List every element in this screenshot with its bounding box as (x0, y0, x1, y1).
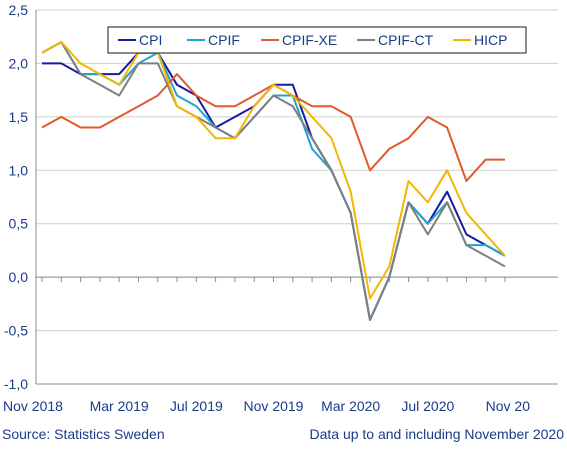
x-tick-label: Nov 20 (486, 398, 531, 414)
legend-label-cpi: CPI (139, 32, 162, 48)
grid-lines (36, 9, 558, 332)
x-tick-label: Jul 2019 (170, 398, 223, 414)
x-tick-label: Nov 2018 (3, 398, 63, 414)
series-lines (41, 41, 506, 321)
y-tick-label: -1,0 (4, 376, 28, 392)
y-tick-label: 0,0 (9, 269, 29, 285)
legend-label-hicp: HICP (474, 32, 507, 48)
x-tick-labels: Nov 2018 Mar 2019 Jul 2019 Nov 2019 Mar 2020… (3, 398, 530, 414)
y-tick-label: 1,5 (9, 109, 29, 125)
y-tick-label: 2,5 (9, 2, 29, 18)
x-tick-label: Mar 2019 (90, 398, 149, 414)
y-tick-label: 0,5 (9, 216, 29, 232)
y-tick-labels: 2,5 2,0 1,5 1,0 0,5 0,0 -0,5 -1,0 (4, 2, 28, 392)
series-line-hicp (41, 41, 506, 300)
data-coverage-note: Data up to and including November 2020 (309, 426, 564, 442)
series-line-cpif-ct (41, 41, 506, 321)
legend-label-cpif-xe: CPIF-XE (282, 32, 337, 48)
y-tick-label: -0,5 (4, 323, 28, 339)
source-note: Source: Statistics Sweden (2, 426, 165, 442)
line-chart: 2,5 2,0 1,5 1,0 0,5 0,0 -0,5 -1,0 Nov 2018 Mar 2… (3, 2, 558, 414)
legend: CPI CPIF CPIF-XE CPIF-CT HICP (107, 26, 527, 54)
y-tick-label: 1,0 (9, 162, 29, 178)
legend-label-cpif: CPIF (208, 32, 240, 48)
legend-label-cpif-ct: CPIF-CT (378, 32, 434, 48)
x-tick-label: Jul 2020 (401, 398, 454, 414)
y-tick-label: 2,0 (9, 55, 29, 71)
axes (35, 10, 558, 385)
x-tick-label: Mar 2020 (321, 398, 380, 414)
x-tick-label: Nov 2019 (244, 398, 304, 414)
